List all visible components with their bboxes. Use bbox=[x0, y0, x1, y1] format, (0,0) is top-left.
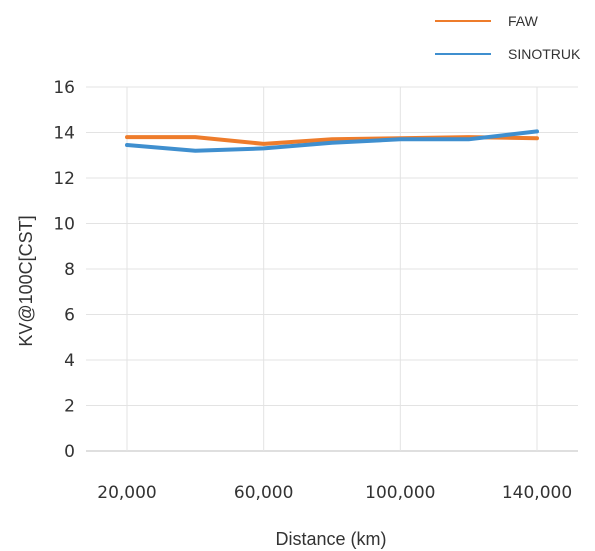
series-lines bbox=[125, 129, 539, 153]
x-tick-label: 60,000 bbox=[234, 483, 293, 503]
x-tick-label: 140,000 bbox=[502, 483, 572, 503]
y-axis-title: KV@100C[CST] bbox=[16, 215, 36, 346]
y-tick-label: 10 bbox=[53, 215, 75, 235]
y-axis-tick-labels: 0 2 4 6 8 10 12 14 16 bbox=[53, 78, 75, 462]
y-tick-label: 2 bbox=[64, 397, 75, 417]
legend: FAW SINOTRUK bbox=[435, 13, 581, 62]
series-line-sinotruk bbox=[125, 129, 539, 153]
x-tick-label: 100,000 bbox=[365, 483, 435, 503]
x-axis-tick-labels: 20,000 60,000 100,000 140,000 bbox=[97, 483, 572, 503]
x-tick-label: 20,000 bbox=[97, 483, 156, 503]
legend-label: FAW bbox=[508, 13, 539, 29]
legend-label: SINOTRUK bbox=[508, 46, 581, 62]
y-tick-label: 12 bbox=[53, 169, 75, 189]
y-tick-label: 4 bbox=[64, 351, 75, 371]
y-tick-label: 6 bbox=[64, 306, 75, 326]
y-tick-label: 14 bbox=[53, 124, 75, 144]
legend-item-faw: FAW bbox=[435, 13, 539, 29]
x-axis-title: Distance (km) bbox=[275, 529, 386, 549]
legend-item-sinotruk: SINOTRUK bbox=[435, 46, 581, 62]
y-tick-label: 16 bbox=[53, 78, 75, 98]
y-tick-label: 8 bbox=[64, 260, 75, 280]
y-tick-label: 0 bbox=[64, 442, 75, 462]
series-line-faw bbox=[125, 135, 539, 146]
